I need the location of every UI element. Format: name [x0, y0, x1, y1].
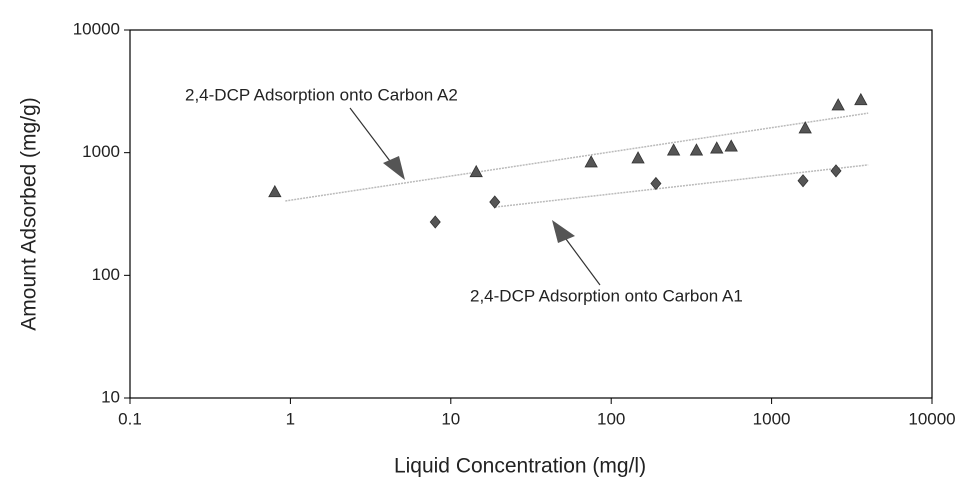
point — [429, 215, 441, 229]
arrow-head — [383, 156, 405, 180]
trend-line — [495, 164, 869, 208]
point — [631, 151, 645, 164]
point — [798, 121, 812, 134]
x-tick-label: 1000 — [753, 409, 791, 428]
point — [268, 184, 282, 198]
point — [584, 155, 598, 168]
arrow-line — [349, 107, 394, 166]
trend-line — [285, 112, 869, 202]
y-tick-label: 1000 — [82, 142, 120, 161]
annotation: 2,4-DCP Adsorption onto Carbon A2 — [185, 85, 458, 104]
point — [724, 139, 738, 152]
x-tick-label: 1 — [286, 409, 295, 428]
y-tick-label: 10000 — [73, 19, 120, 38]
point — [854, 92, 868, 106]
x-tick-label: 0.1 — [118, 409, 142, 428]
point — [689, 143, 704, 156]
point — [830, 164, 842, 178]
arrow-line — [562, 234, 601, 286]
y-axis-title: Amount Adsorbed (mg/g) — [18, 97, 41, 330]
x-tick-label: 10 — [441, 409, 460, 428]
x-tick-label: 100 — [597, 409, 625, 428]
point — [489, 195, 501, 209]
y-tick-label: 10 — [101, 387, 120, 406]
point — [650, 176, 662, 191]
point — [831, 98, 845, 111]
annotation: 2,4-DCP Adsorption onto Carbon A1 — [470, 286, 743, 305]
y-tick-label: 100 — [92, 265, 120, 284]
plot-frame — [129, 29, 933, 399]
x-tick-label: 10000 — [908, 409, 955, 428]
point — [469, 164, 483, 178]
x-axis-title: Liquid Concentration (mg/l) — [394, 455, 646, 478]
point — [710, 141, 724, 154]
point — [797, 174, 809, 188]
arrow-head — [552, 220, 575, 243]
point — [666, 143, 681, 156]
